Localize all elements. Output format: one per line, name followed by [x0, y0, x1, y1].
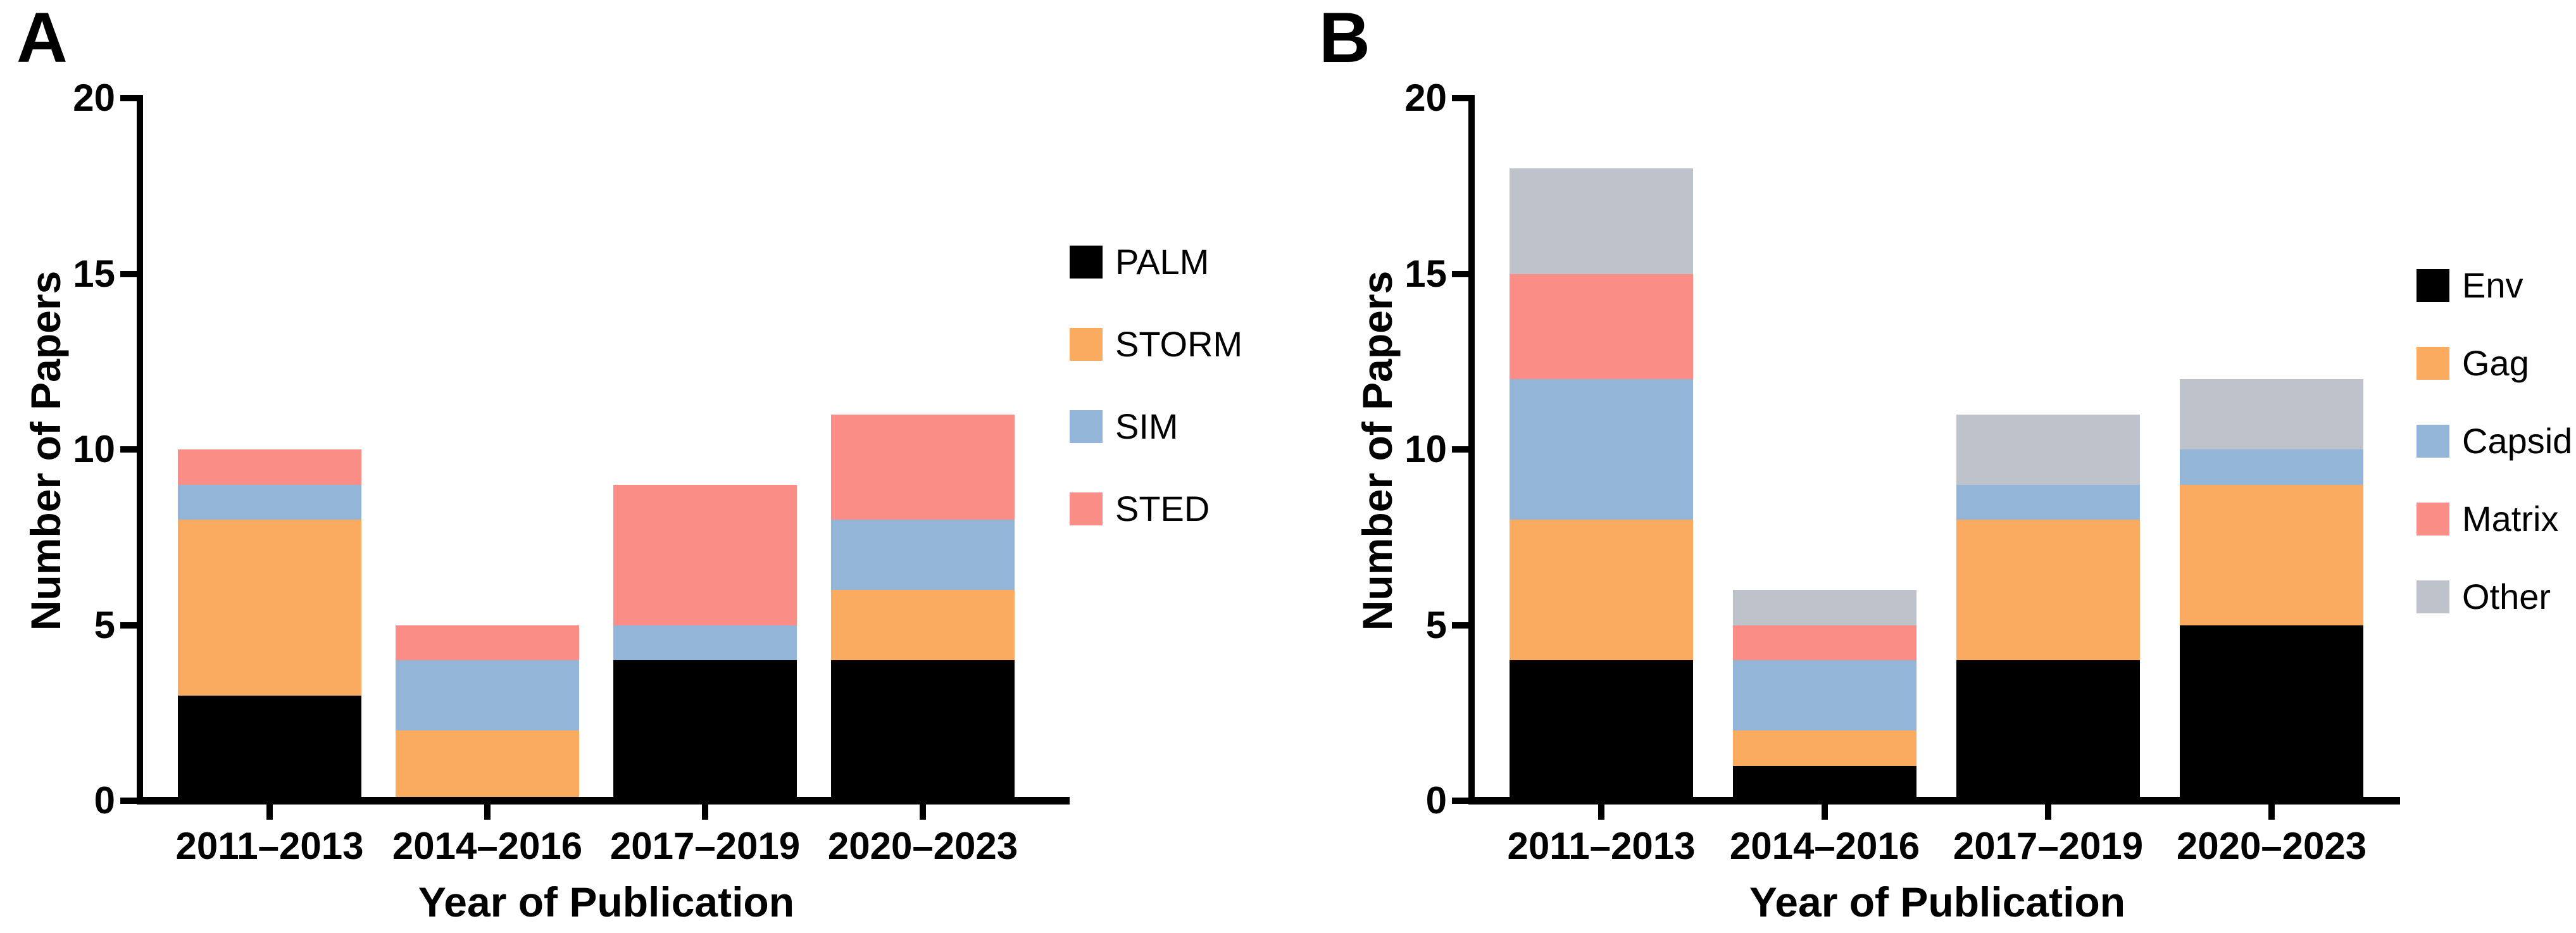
- x-tick: [484, 805, 491, 820]
- bar-segment-sted: [831, 414, 1015, 520]
- legend-swatch-palm: [1070, 246, 1103, 279]
- x-axis-line: [137, 797, 1070, 805]
- x-tick-label: 2017–2019: [1953, 825, 2144, 867]
- y-tick: [120, 622, 137, 629]
- legend-label-gag: Gag: [2462, 343, 2529, 383]
- y-tick: [120, 95, 137, 101]
- y-tick: [1452, 95, 1468, 101]
- y-tick-label: 0: [94, 779, 115, 822]
- bar-segment-sted: [613, 484, 797, 625]
- panel-a-letter: A: [16, 0, 68, 77]
- bar-segment-sim: [178, 484, 361, 520]
- legend-swatch-env: [2417, 269, 2449, 302]
- legend-label-palm: PALM: [1115, 242, 1210, 282]
- panel-b-letter: B: [1319, 0, 1370, 77]
- legend-label-env: Env: [2462, 265, 2523, 305]
- bar-segment-capsid: [1733, 660, 1916, 730]
- bar-segment-sted: [178, 449, 361, 485]
- bar-segment-matrix: [1733, 625, 1916, 660]
- y-tick-label: 15: [1404, 252, 1447, 295]
- y-tick-label: 0: [1425, 779, 1447, 822]
- y-axis-line: [137, 95, 143, 805]
- y-tick: [120, 798, 137, 804]
- bar-segment-other: [1733, 590, 1916, 625]
- x-tick-label: 2011–2013: [1507, 825, 1696, 867]
- x-tick: [266, 805, 273, 820]
- legend-label-sted: STED: [1115, 489, 1210, 529]
- bar-segment-gag: [1733, 730, 1916, 766]
- y-tick: [120, 446, 137, 453]
- bar-segment-capsid: [1956, 484, 2140, 520]
- bar-segment-capsid: [1510, 379, 1693, 520]
- panel-b-x-axis-title: Year of Publication: [1749, 879, 2126, 925]
- bar-segment-palm: [178, 695, 361, 801]
- bar-segment-other: [1510, 168, 1693, 274]
- y-tick-label: 5: [1425, 603, 1447, 646]
- y-axis-line: [1468, 95, 1475, 805]
- legend-swatch-capsid: [2417, 425, 2449, 458]
- x-tick: [1598, 805, 1604, 820]
- x-tick-label: 2014–2016: [1729, 825, 1920, 867]
- bar-segment-gag: [1510, 520, 1693, 660]
- legend-swatch-gag: [2417, 347, 2449, 380]
- y-tick-label: 20: [1404, 77, 1447, 119]
- bar-segment-env: [1956, 660, 2140, 801]
- bar-segment-env: [2180, 625, 2363, 801]
- bar-segment-env: [1733, 765, 1916, 801]
- bar-segment-matrix: [1510, 273, 1693, 379]
- bar-segment-palm: [831, 660, 1015, 801]
- bar-segment-palm: [613, 660, 797, 801]
- legend-label-matrix: Matrix: [2462, 499, 2559, 539]
- bar-segment-sim: [613, 625, 797, 660]
- y-tick-label: 15: [73, 252, 115, 295]
- x-tick-label: 2017–2019: [610, 825, 801, 867]
- y-tick: [1452, 798, 1468, 804]
- bar-segment-sim: [831, 520, 1015, 590]
- bar-segment-sted: [396, 625, 579, 660]
- y-tick-label: 10: [73, 428, 115, 470]
- bar-segment-capsid: [2180, 449, 2363, 485]
- bar-segment-storm: [831, 590, 1015, 660]
- y-tick-label: 5: [94, 603, 115, 646]
- legend-swatch-other: [2417, 580, 2449, 613]
- bar-segment-storm: [396, 730, 579, 801]
- x-axis-line: [1468, 797, 2400, 805]
- x-tick-label: 2011–2013: [175, 825, 364, 867]
- legend-swatch-sim: [1070, 410, 1103, 443]
- x-tick-label: 2020–2023: [2176, 825, 2367, 867]
- legend-swatch-storm: [1070, 328, 1103, 361]
- x-tick-label: 2014–2016: [392, 825, 583, 867]
- x-tick: [920, 805, 926, 820]
- x-tick: [2268, 805, 2275, 820]
- legend-swatch-sted: [1070, 492, 1103, 525]
- legend-label-sim: SIM: [1115, 406, 1179, 446]
- y-tick-label: 10: [1404, 428, 1447, 470]
- bar-segment-other: [1956, 414, 2140, 485]
- y-tick: [1452, 622, 1468, 629]
- bar-segment-sim: [396, 660, 579, 730]
- bar-segment-storm: [178, 520, 361, 696]
- panel-a-x-axis-title: Year of Publication: [418, 879, 795, 925]
- bar-segment-gag: [2180, 484, 2363, 625]
- y-tick-label: 20: [73, 77, 115, 119]
- bar-segment-other: [2180, 379, 2363, 449]
- x-tick: [2045, 805, 2051, 820]
- y-tick: [1452, 446, 1468, 453]
- y-tick: [120, 270, 137, 277]
- x-tick: [1822, 805, 1828, 820]
- legend-label-storm: STORM: [1115, 324, 1243, 364]
- bar-segment-env: [1510, 660, 1693, 801]
- legend-swatch-matrix: [2417, 503, 2449, 535]
- x-tick-label: 2020–2023: [827, 825, 1018, 867]
- legend-label-other: Other: [2462, 577, 2551, 617]
- x-tick: [702, 805, 708, 820]
- legend-label-capsid: Capsid: [2462, 421, 2573, 461]
- bar-segment-gag: [1956, 520, 2140, 660]
- y-tick: [1452, 270, 1468, 277]
